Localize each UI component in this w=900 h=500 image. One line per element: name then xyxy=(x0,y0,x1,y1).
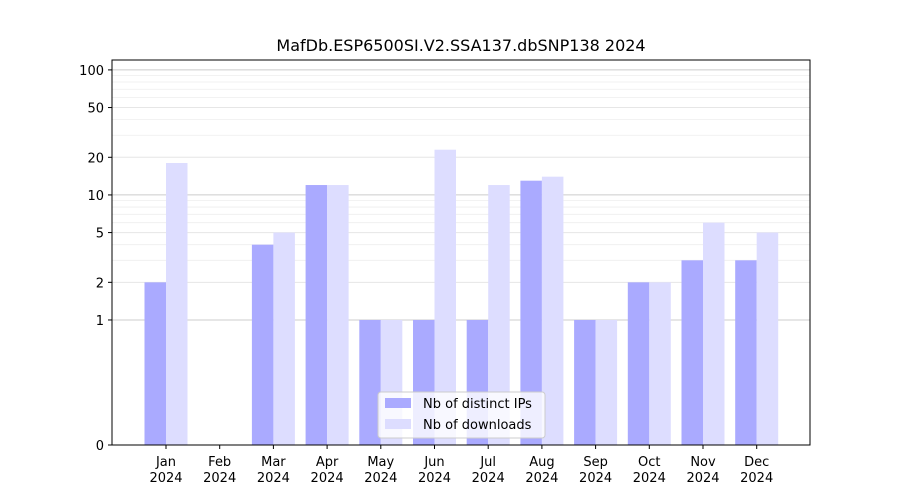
legend-swatch-distinct-ips xyxy=(385,398,411,408)
x-axis: Jan2024Feb2024Mar2024Apr2024May2024Jun20… xyxy=(149,445,773,486)
bar-downloads xyxy=(434,149,456,446)
legend-swatch-downloads xyxy=(385,419,411,429)
x-tick-label-month: Jan xyxy=(155,455,176,470)
bar-downloads xyxy=(703,222,725,445)
bar-distinct-ips xyxy=(144,282,166,445)
x-tick-label-month: Nov xyxy=(690,455,716,470)
x-tick-label-month: Jun xyxy=(423,455,444,470)
bar-downloads xyxy=(756,232,779,445)
bar-downloads xyxy=(541,176,564,445)
bar-distinct-ips xyxy=(520,180,542,445)
x-tick-label-year: 2024 xyxy=(686,471,719,486)
bar-distinct-ips xyxy=(681,260,703,445)
x-tick-label-month: Apr xyxy=(316,455,339,470)
chart-title: MafDb.ESP6500SI.V2.SSA137.dbSNP138 2024 xyxy=(276,36,645,55)
legend-label-downloads: Nb of downloads xyxy=(423,418,532,433)
y-tick-label: 1 xyxy=(96,314,104,329)
bar-distinct-ips xyxy=(251,244,274,445)
x-tick-label-month: Jul xyxy=(479,455,496,470)
x-tick-label-month: Sep xyxy=(583,455,608,470)
bars xyxy=(144,149,779,446)
bar-downloads xyxy=(649,282,671,445)
x-tick-label-year: 2024 xyxy=(525,471,558,486)
x-tick-label-month: Aug xyxy=(529,455,554,470)
x-tick-label-year: 2024 xyxy=(311,471,344,486)
y-tick-label: 2 xyxy=(96,276,104,291)
x-tick-label-year: 2024 xyxy=(633,471,666,486)
x-tick-label-month: Oct xyxy=(638,455,660,470)
bar-downloads xyxy=(166,163,188,445)
x-tick-label-month: May xyxy=(367,455,394,470)
x-tick-label-year: 2024 xyxy=(203,471,236,486)
y-tick-label: 5 xyxy=(96,227,104,242)
x-tick-label-year: 2024 xyxy=(472,471,505,486)
bar-downloads xyxy=(273,232,295,445)
bar-distinct-ips xyxy=(359,319,381,445)
x-tick-label-year: 2024 xyxy=(257,471,290,486)
bar-downloads xyxy=(595,319,618,445)
legend-label-distinct-ips: Nb of distinct IPs xyxy=(423,397,532,412)
bar-distinct-ips xyxy=(305,185,328,445)
x-tick-label-year: 2024 xyxy=(740,471,773,486)
x-tick-label-month: Dec xyxy=(744,455,769,470)
bar-distinct-ips xyxy=(574,319,596,445)
x-tick-label-year: 2024 xyxy=(364,471,397,486)
legend: Nb of distinct IPs Nb of downloads xyxy=(377,391,546,439)
y-tick-label: 20 xyxy=(87,151,104,166)
bar-downloads xyxy=(488,185,510,445)
y-tick-label: 10 xyxy=(87,189,104,204)
grid-lines xyxy=(112,69,810,446)
x-tick-label-month: Mar xyxy=(261,455,286,470)
x-tick-label-year: 2024 xyxy=(149,471,182,486)
y-tick-label: 0 xyxy=(96,439,104,454)
legend-box xyxy=(377,391,546,439)
x-tick-label-year: 2024 xyxy=(579,471,612,486)
y-tick-label: 50 xyxy=(87,102,104,117)
x-tick-label-year: 2024 xyxy=(418,471,451,486)
x-tick-label-month: Feb xyxy=(208,455,231,470)
bar-distinct-ips xyxy=(735,260,757,445)
plot-frame xyxy=(111,59,811,446)
bar-distinct-ips xyxy=(627,282,650,445)
y-axis: 0 1 2 5 10 20 50 100 xyxy=(79,64,112,454)
bar-downloads xyxy=(327,185,349,445)
y-tick-label: 100 xyxy=(79,64,104,79)
